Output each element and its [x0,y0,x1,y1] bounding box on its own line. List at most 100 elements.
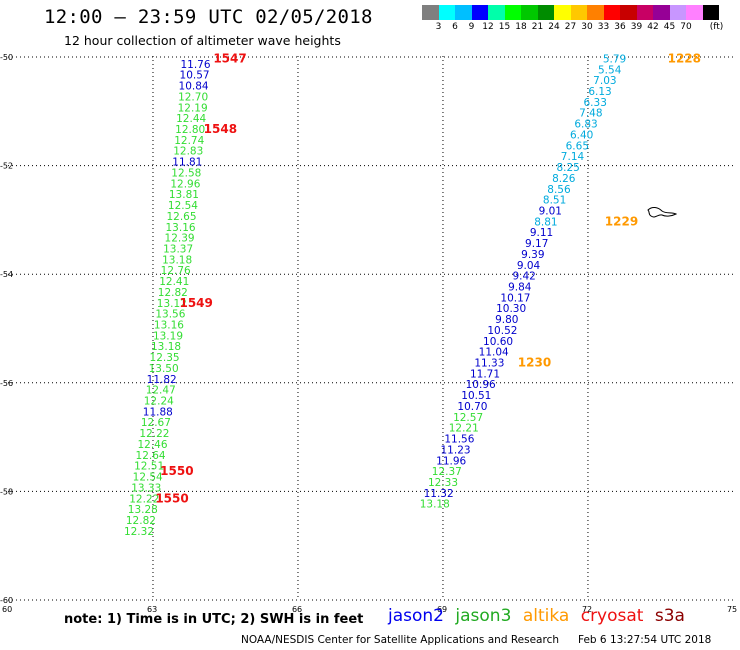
wave-height-value: 13.50 [149,363,179,375]
wave-height-value: 12.83 [173,146,203,158]
wave-height-value: 13.33 [131,482,161,494]
wave-height-value: 12.74 [174,135,204,147]
wave-height-value: 12.58 [171,167,201,179]
wave-height-value: 12.24 [144,396,174,408]
x-tick-label: 69 [437,605,447,614]
wave-height-value: 13.16 [166,222,196,234]
wave-height-value: 10.57 [180,70,210,82]
legend-label: 18 [515,22,527,32]
wave-height-value: 9.42 [512,271,535,283]
wave-height-value: 12.76 [161,265,191,277]
island-outline [647,207,678,218]
wave-height-value: 9.84 [508,281,532,293]
wave-height-value: 12.22 [139,428,169,440]
legend-swatch [504,5,521,20]
x-tick-label: 75 [727,605,737,614]
wave-height-value: 6.83 [574,119,597,131]
pass-time-label: 1548 [204,122,237,136]
wave-height-value: 10.30 [496,303,526,315]
wave-height-legend: 3 6 9 12 15 18 21 24 27 30 33 36 39 42 45 70 (ft) [422,5,740,34]
wave-height-value: 10.51 [461,390,491,402]
wave-height-value: 6.65 [566,140,589,152]
wave-height-value: 13.16 [154,320,184,332]
wave-height-value: 11.33 [474,358,504,370]
wave-height-value: 11.96 [436,455,466,467]
wave-height-value: 8.51 [543,195,566,207]
wave-height-value: 6.13 [588,86,611,98]
wave-height-value: 12.51 [134,461,164,473]
wave-height-value: 11.56 [444,434,474,446]
legend-label: 70 [680,22,692,32]
legend-swatch [537,5,554,20]
wave-height-value: 13.18 [162,254,192,266]
wave-height-value: 5.54 [598,64,622,76]
legend-swatch [620,5,637,20]
wave-height-value: 12.64 [136,450,166,462]
legend-swatch [702,5,719,20]
legend-swatch [603,5,620,20]
legend-swatch [471,5,488,20]
wave-height-value: 12.21 [449,423,479,435]
wave-height-value: 11.81 [172,157,202,169]
legend-swatch [422,5,439,20]
wave-height-value: 13.56 [155,309,185,321]
wave-height-value: 7.14 [561,151,585,163]
legend-label: 12 [482,22,494,32]
wave-height-value: 10.60 [483,336,513,348]
legend-label: 6 [452,22,458,32]
map-subtitle: 12 hour collection of altimeter wave hei… [64,33,341,48]
legend-swatch [570,5,587,20]
y-tick-label: -54 [0,270,13,279]
legend-label: 3 [435,22,442,32]
pass-time-label: 1549 [179,296,212,310]
wave-height-value: 12.82 [158,287,188,299]
wave-height-value: 10.96 [466,379,496,391]
legend-label: 27 [564,22,577,32]
wave-height-value: 11.71 [470,368,500,380]
wave-height-value: 12.19 [178,102,208,114]
y-tick-label: -56 [0,379,13,388]
wave-height-value: 12.57 [453,412,483,424]
x-tick-label: 72 [582,605,592,614]
legend-units: (ft) [709,22,724,32]
wave-height-value: 12.70 [178,91,208,103]
wave-height-value: 13.37 [163,243,193,255]
wave-height-value: 8.81 [534,216,557,228]
legend-label: 45 [663,22,676,32]
wave-height-value: 10.84 [179,81,209,93]
legend-label: 24 [548,22,560,32]
wave-height-value: 12.41 [159,276,189,288]
wave-height-value: 11.76 [180,59,210,71]
wave-height-value: 10.52 [487,325,517,337]
wave-height-value: 12.46 [137,439,167,451]
wave-height-value: 12.35 [150,352,180,364]
legend-swatch [669,5,686,20]
x-tick-label: 66 [292,605,302,614]
legend-label: 39 [630,22,643,32]
pass-time-labels: 1547 1548 1549 1550 1550 1228 1229 1230 [155,51,701,505]
satellite-altika: altika [522,606,570,626]
pass-time-label: 1228 [668,51,701,65]
satellite-s3a: s3a [654,606,685,626]
wave-height-value: 12.80 [175,124,205,136]
wave-height-value: 6.33 [584,97,607,109]
wave-height-value: 12.67 [141,417,171,429]
satellite-jason2: jason2 [388,606,444,626]
x-tick-label: 60 [2,605,12,614]
wave-height-value: 12.54 [168,200,198,212]
wave-height-value: 11.04 [479,347,509,359]
map-grid [8,56,734,601]
wave-height-value: 12.96 [170,178,200,190]
wave-height-value: 7.48 [579,108,602,120]
wave-height-value: 9.04 [517,260,541,272]
wave-height-value: 11.88 [143,406,173,418]
footer-note: note: 1) Time is in UTC; 2) SWH is in fe… [64,612,364,627]
wave-height-readings: 11.7610.5710.8412.7012.1912.4412.8012.74… [124,53,626,537]
wave-height-value: 12.37 [432,466,462,478]
wave-height-value: 12.54 [133,472,163,484]
legend-swatch [488,5,505,20]
legend-label: 33 [597,22,610,32]
wave-height-value: 13.19 [153,330,183,342]
wave-height-value: 11.23 [441,444,471,456]
